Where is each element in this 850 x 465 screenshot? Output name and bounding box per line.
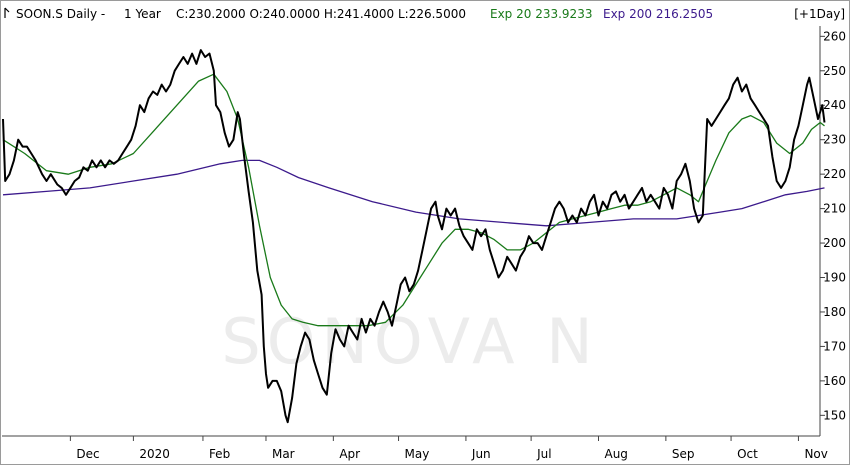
y-tick-label: 250	[823, 64, 846, 78]
x-tick-label: Aug	[604, 447, 627, 461]
x-tick-label: 2020	[139, 447, 170, 461]
x-axis: Dec 2020 Feb Mar Apr May Jun Jul Aug Sep Oct Nov	[69, 436, 828, 461]
x-tick-label: Jul	[536, 447, 551, 461]
y-tick-label: 260	[823, 29, 846, 43]
chart-header: SOON.S Daily - 1 Year C:230.2000 O:240.0…	[4, 7, 845, 21]
ema200-label: Exp 200 216.2505	[603, 7, 713, 21]
x-tick-label: Apr	[339, 447, 360, 461]
y-tick-label: 220	[823, 167, 846, 181]
y-tick-label: 210	[823, 202, 846, 216]
x-tick-label: Dec	[76, 447, 99, 461]
range-label[interactable]: 1 Year	[124, 7, 161, 21]
y-tick-label: 190	[823, 271, 846, 285]
y-tick-label: 200	[823, 236, 846, 250]
y-tick-label: 170	[823, 339, 846, 353]
series-layer	[2, 49, 826, 424]
series-line-ema20	[2, 73, 825, 327]
series-line-ema200	[2, 159, 825, 227]
y-axis: 150 160 170 180 190 200 210 220 230 240 250 260	[820, 29, 846, 422]
ema20-label: Exp 20 233.9233	[490, 7, 592, 21]
ohlc-label: C:230.2000 O:240.0000 H:241.4000 L:226.5…	[176, 7, 466, 21]
y-tick-label: 180	[823, 305, 846, 319]
x-tick-label: May	[405, 447, 430, 461]
x-tick-label: Oct	[737, 447, 758, 461]
symbol-label: SOON.S Daily -	[16, 7, 105, 21]
y-tick-label: 150	[823, 408, 846, 422]
chart-watermark: SONOVA N	[221, 305, 598, 378]
y-tick-label: 160	[823, 374, 846, 388]
x-tick-label: Feb	[209, 447, 230, 461]
cursor-arrow-icon	[4, 7, 10, 18]
y-tick-label: 240	[823, 98, 846, 112]
x-tick-label: Mar	[272, 447, 295, 461]
x-tick-label: Nov	[804, 447, 827, 461]
x-tick-label: Sep	[672, 447, 695, 461]
series-line-price	[2, 49, 826, 424]
x-tick-label: Jun	[471, 447, 491, 461]
y-tick-label: 230	[823, 133, 846, 147]
interval-button[interactable]: [+1Day]	[794, 7, 845, 21]
